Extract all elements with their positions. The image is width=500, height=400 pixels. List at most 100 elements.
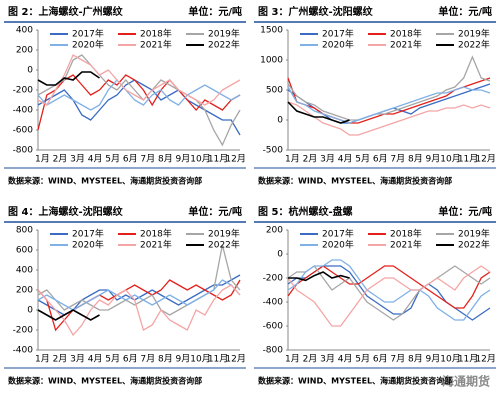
x-tick-label: 2月: [53, 354, 68, 365]
x-tick-label: 12月: [475, 354, 495, 365]
x-tick-label: 4月: [88, 154, 103, 165]
y-tick-label: -200: [13, 86, 34, 96]
series-line: [37, 54, 241, 147]
x-tick-label: 3月: [70, 154, 85, 165]
legend-label: 2019年: [458, 28, 490, 40]
source-note: 数据来源：WIND、MYSTEEL、海通期货投资咨询部: [8, 376, 202, 386]
x-tick-label: 11月: [458, 154, 478, 165]
series-line: [288, 271, 350, 282]
y-tick-label: -400: [263, 298, 284, 308]
series-line: [287, 265, 491, 327]
x-tick-label: 10月: [440, 154, 460, 165]
x-tick-label: 1月: [35, 354, 50, 365]
x-tick-label: 5月: [105, 354, 120, 365]
panel-title: 图 5：杭州螺纹-盘螺: [258, 205, 353, 218]
series-line: [287, 265, 491, 321]
series-line: [287, 259, 491, 321]
x-tick-label: 6月: [123, 154, 138, 165]
x-tick-label: 4月: [88, 354, 103, 365]
series-line: [37, 279, 241, 311]
x-tick-label: 12月: [225, 354, 245, 365]
x-tick-label: 10月: [190, 354, 210, 365]
x-tick-label: 12月: [475, 154, 495, 165]
y-tick-label: 0: [277, 250, 283, 260]
x-tick-label: 1月: [285, 154, 300, 165]
y-tick-label: -500: [263, 146, 284, 156]
series-line: [287, 55, 491, 121]
legend-label: 2019年: [208, 28, 240, 40]
x-tick-label: 3月: [70, 354, 85, 365]
legend-label: 2018年: [390, 28, 422, 40]
source-note: 数据来源：WIND、MYSTEEL、海通期货投资咨询部: [258, 376, 452, 386]
y-tick-label: -400: [13, 106, 34, 116]
legend-label: 2020年: [322, 239, 354, 251]
y-tick-label: 1500: [260, 26, 283, 36]
y-tick-label: 1000: [260, 56, 283, 66]
x-tick-label: 4月: [338, 154, 353, 165]
unit-label: 单位：元/吨: [188, 205, 242, 218]
y-tick-label: 0: [27, 66, 33, 76]
x-tick-label: 7月: [140, 154, 155, 165]
series-line: [37, 74, 241, 131]
legend-label: 2017年: [322, 28, 354, 40]
x-tick-label: 11月: [208, 354, 228, 365]
x-tick-label: 11月: [208, 154, 228, 165]
y-tick-label: 800: [16, 226, 33, 236]
legend-label: 2022年: [458, 39, 490, 51]
legend-label: 2018年: [140, 228, 172, 240]
panel-title: 图 4：上海螺纹-沈阳螺纹: [8, 205, 124, 218]
series-line: [37, 244, 241, 316]
series-line: [37, 274, 241, 316]
legend-label: 2019年: [208, 228, 240, 240]
y-tick-label: -800: [263, 346, 284, 356]
series-line: [37, 54, 241, 106]
x-tick-label: 8月: [158, 354, 173, 365]
x-tick-label: 6月: [123, 354, 138, 365]
x-tick-label: 8月: [158, 154, 173, 165]
y-tick-label: -200: [263, 274, 284, 284]
legend-label: 2022年: [208, 239, 240, 251]
unit-label: 单位：元/吨: [188, 5, 242, 18]
legend-label: 2021年: [140, 239, 172, 251]
watermark: 海通期货: [442, 374, 490, 389]
x-tick-label: 7月: [390, 354, 405, 365]
legend-label: 2022年: [458, 239, 490, 251]
y-tick-label: 0: [277, 116, 283, 126]
series-line: [287, 265, 491, 309]
unit-label: 单位：元/吨: [438, 5, 492, 18]
panel-title: 图 3：广州螺纹-沈阳螺纹: [258, 5, 374, 18]
x-tick-label: 10月: [190, 154, 210, 165]
x-tick-label: 5月: [355, 154, 370, 165]
y-tick-label: 400: [16, 266, 33, 276]
y-tick-label: 200: [16, 46, 33, 56]
y-tick-label: 200: [266, 226, 283, 236]
x-tick-label: 4月: [338, 354, 353, 365]
series-line: [287, 101, 350, 124]
x-tick-label: 6月: [373, 354, 388, 365]
series-line: [37, 284, 241, 337]
x-tick-label: 12月: [225, 154, 245, 165]
legend-label: 2020年: [72, 239, 104, 251]
x-tick-label: 1月: [285, 354, 300, 365]
x-tick-label: 7月: [390, 154, 405, 165]
legend-label: 2020年: [322, 39, 354, 51]
x-tick-label: 9月: [426, 154, 441, 165]
x-tick-label: 5月: [105, 154, 120, 165]
source-note: 数据来源：WIND、MYSTEEL、海通期货投资咨询部: [258, 176, 452, 186]
x-tick-label: 9月: [176, 154, 191, 165]
y-tick-label: -200: [13, 326, 34, 336]
x-tick-label: 11月: [458, 354, 478, 365]
x-tick-label: 9月: [426, 354, 441, 365]
legend-label: 2021年: [390, 39, 422, 51]
unit-label: 单位：元/吨: [438, 205, 492, 218]
x-tick-label: 10月: [440, 354, 460, 365]
legend-label: 2021年: [390, 239, 422, 251]
y-tick-label: 400: [16, 26, 33, 36]
legend-label: 2021年: [140, 39, 172, 51]
series-line: [37, 79, 241, 111]
legend-label: 2018年: [140, 28, 172, 40]
legend-label: 2017年: [72, 28, 104, 40]
x-tick-label: 9月: [176, 354, 191, 365]
panel-title: 图 2：上海螺纹-广州螺纹: [8, 5, 124, 18]
